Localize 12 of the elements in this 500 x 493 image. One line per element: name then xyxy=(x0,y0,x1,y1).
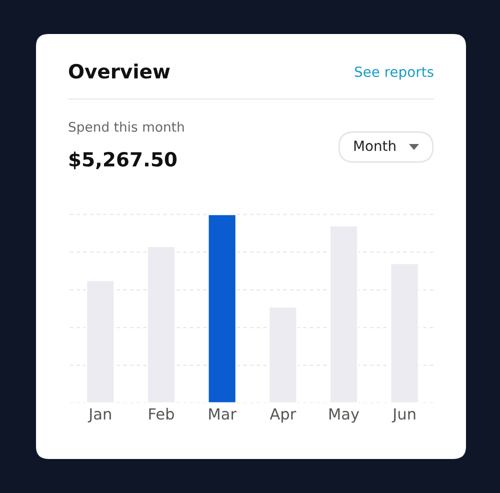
text: Spend this month xyxy=(68,122,184,134)
x-tick-label: Jan xyxy=(88,408,111,423)
x-tick-label: Apr xyxy=(270,408,296,423)
x-tick-label: May xyxy=(329,408,360,423)
text: See reports xyxy=(354,66,434,80)
x-tick-label: Mar xyxy=(209,408,236,420)
chart-title: Overview xyxy=(68,64,170,79)
x-tick-label: Feb xyxy=(149,408,174,420)
text: Month xyxy=(354,140,396,152)
bar xyxy=(207,214,237,403)
text: $5,267.50 xyxy=(70,152,177,170)
x-tick-label: Jun xyxy=(392,408,416,423)
